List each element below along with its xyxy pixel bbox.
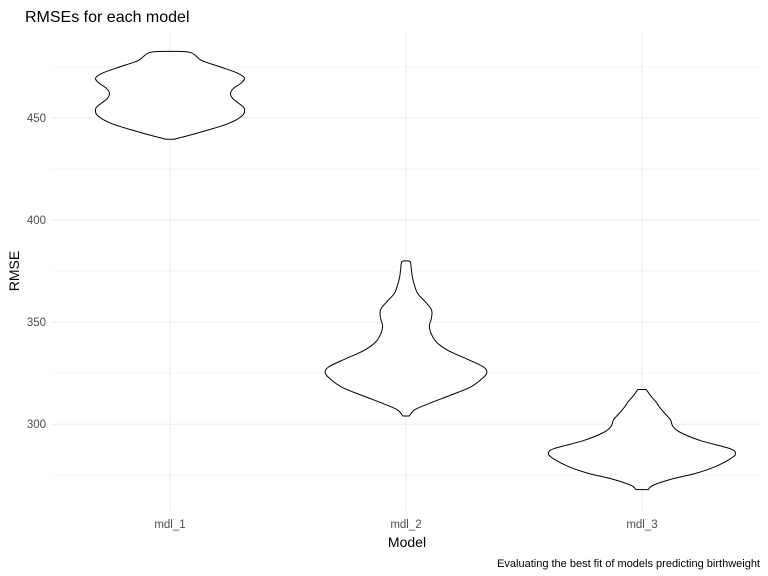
x-tick-label: mdl_3 [626,519,657,531]
y-tick-label: 350 [27,317,46,329]
y-axis-title: RMSE [6,251,22,291]
violins [94,50,736,491]
x-axis-ticks: mdl_1 mdl_2 mdl_3 [154,519,657,531]
x-tick-label: mdl_2 [390,519,421,531]
violin-mdl_2 [324,260,488,417]
y-axis-ticks: 300 350 400 450 [27,113,46,431]
x-axis-title: Model [388,534,426,550]
x-tick-label: mdl_1 [154,519,185,531]
chart-title: RMSEs for each model [25,9,190,26]
y-tick-label: 450 [27,113,46,125]
chart-caption: Evaluating the best fit of models predic… [497,558,760,570]
violin-mdl_3 [548,388,736,491]
y-tick-label: 400 [27,215,46,227]
violin-mdl_1 [94,50,246,140]
y-tick-label: 300 [27,419,46,431]
